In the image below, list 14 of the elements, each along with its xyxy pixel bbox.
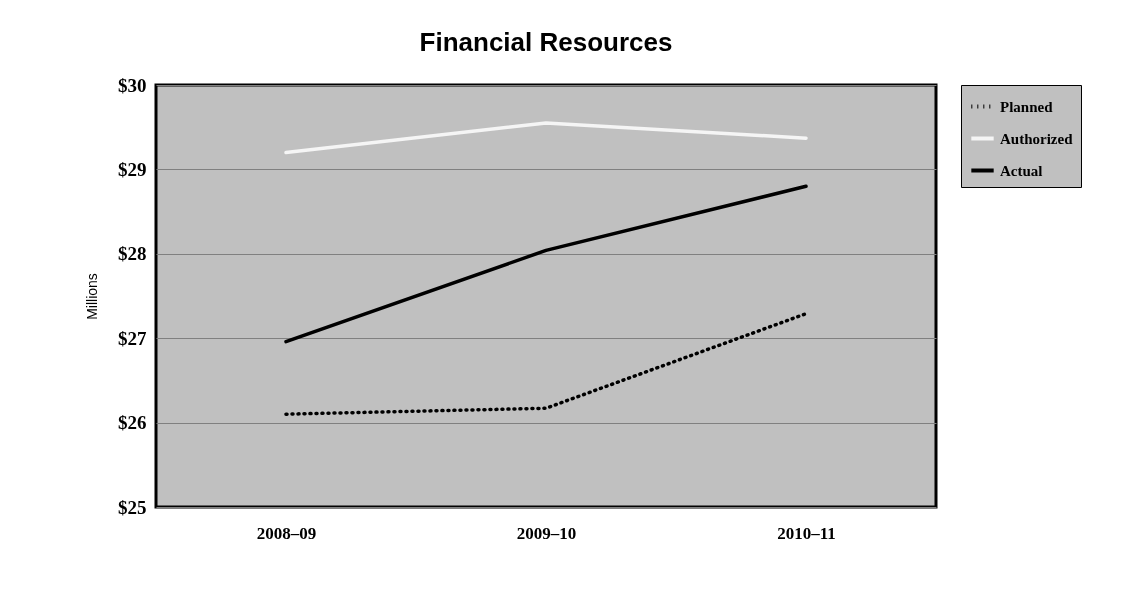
y-tick-label: $29 — [118, 158, 147, 180]
x-tick-label: 2009–10 — [516, 523, 577, 543]
y-tick-label: $25 — [118, 496, 147, 518]
x-tick-label: 2010–11 — [777, 523, 836, 543]
y-tick-label: $28 — [118, 243, 147, 265]
y-axis-title: Millions — [84, 273, 100, 320]
y-tick-label: $27 — [118, 327, 147, 349]
y-tick-label: $26 — [118, 412, 147, 434]
legend-label: Authorized — [1000, 130, 1074, 147]
legend-label: Planned — [1000, 98, 1054, 115]
chart-title: Financial Resources — [419, 27, 673, 57]
y-tick-label: $30 — [118, 74, 147, 96]
x-tick-label: 2008–09 — [256, 523, 317, 543]
legend-label: Actual — [1000, 162, 1043, 179]
